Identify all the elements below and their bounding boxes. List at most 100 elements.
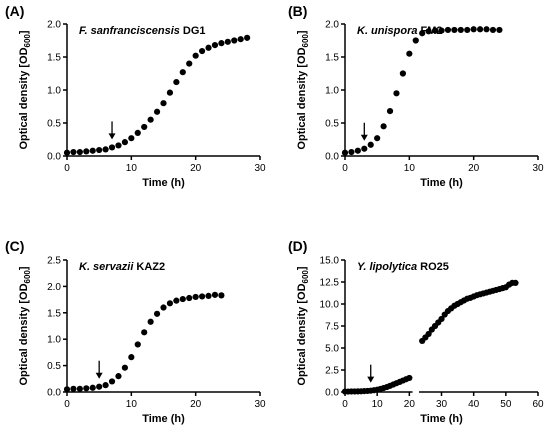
x-tick-label: 0 <box>64 163 70 174</box>
title-strain: KAZ2 <box>136 261 165 273</box>
title-species: Y. lipolytica <box>357 261 417 273</box>
y-tick-label: 2.0 <box>325 20 339 31</box>
y-tick-label: 1.0 <box>47 335 61 346</box>
panel-label: (A) <box>5 3 24 19</box>
x-tick-label: 20 <box>190 399 202 410</box>
data-point <box>173 297 180 304</box>
y-tick-label: 2.0 <box>47 20 61 31</box>
y-axis-title-end: ] <box>296 30 308 34</box>
x-tick-label: 20 <box>404 399 416 410</box>
data-point <box>179 69 186 76</box>
x-tick-label: 0 <box>64 399 70 410</box>
x-tick-label: 0 <box>342 163 348 174</box>
data-point <box>128 135 135 142</box>
x-tick-label: 20 <box>468 163 480 174</box>
data-point <box>108 378 116 385</box>
x-axis-title: Time (h) <box>420 177 463 189</box>
data-point <box>76 385 83 392</box>
data-point <box>141 123 148 131</box>
data-point <box>205 44 212 51</box>
data-point <box>83 385 90 392</box>
x-tick-label: 10 <box>372 399 384 410</box>
data-point <box>121 139 128 146</box>
y-axis-title: Optical density [OD600] <box>18 266 32 385</box>
x-tick-label: 40 <box>468 399 480 410</box>
y-axis-title-main: Optical density [OD <box>18 283 30 385</box>
data-point <box>348 148 355 156</box>
x-tick-label: 30 <box>254 163 266 174</box>
data-point <box>419 30 426 37</box>
data-point <box>399 70 406 77</box>
data-point <box>374 135 381 142</box>
data-point <box>412 37 419 44</box>
x-tick-label: 10 <box>126 163 138 174</box>
data-point <box>477 26 484 33</box>
data-point <box>89 384 96 391</box>
y-tick-label: 0.0 <box>47 152 61 163</box>
y-tick-label: 0.0 <box>47 388 61 399</box>
y-tick-label: 0.0 <box>325 152 339 163</box>
panel-b: (B)K. unisporaFM20.00.51.01.52.00102030T… <box>288 3 544 189</box>
data-point <box>63 386 71 393</box>
data-point <box>179 295 186 303</box>
data-point <box>361 145 368 152</box>
y-axis-title-end: ] <box>18 30 30 34</box>
y-axis-title: Optical density [OD600] <box>296 266 310 385</box>
data-point <box>166 89 174 96</box>
y-axis-title-sub: 600 <box>301 34 310 48</box>
title-species: F. sanfranciscensis <box>79 25 180 37</box>
data-point <box>237 36 244 43</box>
y-tick-label: 7.5 <box>325 322 339 333</box>
title-species: K. servazii <box>79 261 134 273</box>
data-point <box>457 26 464 34</box>
data-point <box>218 40 225 47</box>
data-point <box>354 147 361 154</box>
y-tick-label: 2.5 <box>325 366 339 377</box>
data-point <box>192 293 199 301</box>
panel-title: Y. lipolytica RO25 <box>357 261 449 273</box>
data-point <box>425 330 432 338</box>
y-tick-label: 12.5 <box>320 278 340 289</box>
panel-c: (C) K. servazii KAZ2 0.0 0.5 1.0 1.5 2.0 2.5 0 10 2… <box>5 238 266 425</box>
data-point <box>431 27 439 34</box>
x-tick-label: 0 <box>342 399 348 410</box>
data-point <box>186 294 193 302</box>
y-tick-label: 0.5 <box>47 119 61 130</box>
data-point <box>102 382 109 389</box>
data-point <box>211 291 219 298</box>
data-point <box>76 148 83 156</box>
y-axis-title: Optical density [OD600] <box>296 30 310 149</box>
x-tick-label: 10 <box>404 163 416 174</box>
x-axis-title: Time (h) <box>142 177 185 189</box>
data-point <box>115 373 122 380</box>
y-axis-title-main: Optical density [OD <box>296 47 308 149</box>
data-point <box>393 90 400 97</box>
data-point <box>512 279 519 286</box>
x-axis-title: Time (h) <box>142 413 185 425</box>
data-point <box>70 385 77 392</box>
data-point <box>483 26 490 33</box>
x-tick-label: 30 <box>436 399 448 410</box>
data-point <box>224 38 231 45</box>
data-point <box>199 47 206 55</box>
panel-label: (B) <box>288 3 307 19</box>
data-point <box>173 78 180 86</box>
x-tick-label: 50 <box>500 399 512 410</box>
y-axis-title-end: ] <box>18 266 30 270</box>
y-tick-label: 1.5 <box>47 53 61 64</box>
data-point <box>438 27 445 34</box>
data-point <box>96 146 103 154</box>
title-strain: DG1 <box>183 25 206 37</box>
y-tick-label: 15.0 <box>320 256 340 267</box>
y-tick-label: 2.5 <box>47 256 61 267</box>
arrow-head <box>360 134 368 141</box>
y-tick-label: 0.5 <box>47 361 61 372</box>
data-point <box>108 144 116 151</box>
y-tick-label: 1.5 <box>325 53 339 64</box>
arrow-head <box>367 376 375 383</box>
y-tick-label: 0.5 <box>325 119 339 130</box>
data-point <box>166 300 174 307</box>
data-point <box>218 292 225 299</box>
panel-d: (D) Y. lipolytica RO25 0.0 2.5 5.0 7.5 10.0 12.5… <box>288 238 544 425</box>
